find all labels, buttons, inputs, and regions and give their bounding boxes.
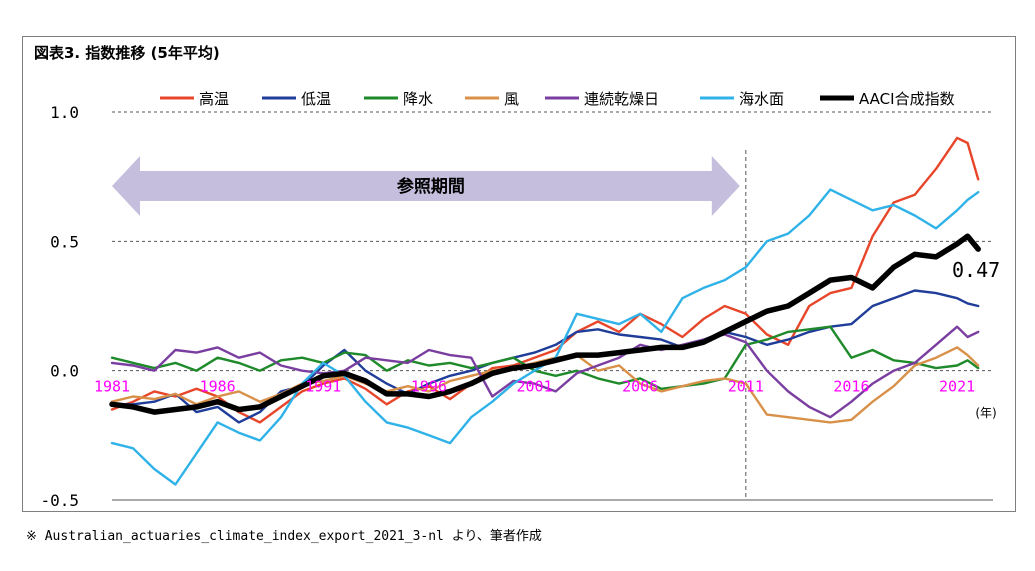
reference-period-arrow [112,156,740,216]
x-unit-label: (年) [975,406,996,420]
series-line-1 [110,289,980,424]
y-tick-label: 0.5 [50,232,79,251]
x-tick-label: 1996 [411,378,447,396]
gridlines [112,111,993,501]
chart-frame [22,36,1016,512]
series-line-0 [110,136,980,424]
x-tick-label: 1991 [305,378,341,396]
legend-label-1: 低温 [301,90,331,108]
x-tick-label: 1986 [200,378,236,396]
series-line-5 [110,188,980,486]
legend-label-3: 風 [504,90,519,108]
series-line-2 [110,325,980,390]
legend: 高温 低温 降水 風 連続乾燥日 海水面 AACI合成指数 [160,90,955,108]
reference-period-band: 参照期間 [112,156,740,216]
series-lines [109,136,981,486]
y-tick-label: -0.5 [40,491,79,510]
x-tick-label: 1981 [94,378,130,396]
x-tick-label: 2001 [516,378,552,396]
x-tick-label: 2016 [833,378,869,396]
legend-label-6: AACI合成指数 [859,90,955,108]
legend-label-4: 連続乾燥日 [584,90,659,108]
y-tick-label: 0.0 [50,362,79,381]
reference-period-label: 参照期間 [397,176,465,197]
x-tick-label: 2006 [622,378,658,396]
y-tick-label: 1.0 [50,103,79,122]
x-tick-label: 2021 [939,378,975,396]
x-tick-label: 2011 [728,378,764,396]
legend-label-0: 高温 [199,90,229,108]
legend-label-2: 降水 [403,90,433,108]
series-line-6 [109,233,981,415]
legend-label-5: 海水面 [739,90,784,108]
source-note: ※ Australian_actuaries_climate_index_exp… [26,529,542,544]
series-line-4 [110,325,980,419]
chart-title: 図表3. 指数推移 (5年平均) [34,44,220,62]
end-value-label: 0.47 [952,258,1000,282]
axes: 1.0 0.5 0.0 -0.5 1981 1986 1991 1996 2001 2006 201… [40,103,1000,510]
